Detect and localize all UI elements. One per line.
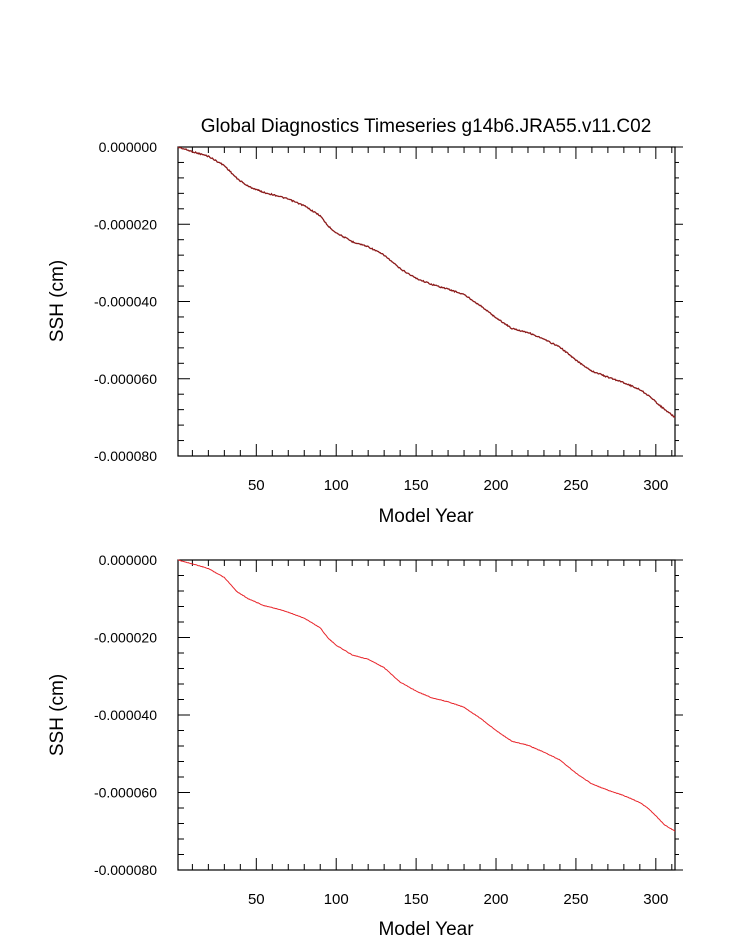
top-y-axis-label: SSH (cm) bbox=[47, 260, 68, 342]
top-x-tick-labels: 50 100 150 200 250 300 bbox=[248, 477, 668, 494]
top-chart-title: Global Diagnostics Timeseries g14b6.JRA5… bbox=[201, 116, 652, 137]
y-tick-label: -0.000060 bbox=[94, 371, 157, 387]
top-ssh-series-line bbox=[177, 146, 676, 418]
top-y-tick-labels: 0.000000 -0.000020 -0.000040 -0.000060 -… bbox=[94, 139, 157, 464]
bottom-y-tick-labels: 0.000000 -0.000020 -0.000040 -0.000060 -… bbox=[94, 552, 157, 878]
y-tick-label: -0.000060 bbox=[94, 785, 157, 801]
y-tick-label: 0.000000 bbox=[99, 552, 158, 568]
y-tick-label: -0.000020 bbox=[94, 216, 157, 232]
x-tick-label: 150 bbox=[404, 477, 429, 494]
y-tick-label: 0.000000 bbox=[99, 139, 158, 155]
x-tick-label: 200 bbox=[484, 891, 509, 908]
x-tick-label: 150 bbox=[404, 891, 429, 908]
bottom-plot-frame bbox=[177, 559, 676, 871]
y-tick-label: -0.000040 bbox=[94, 707, 157, 723]
x-tick-label: 100 bbox=[324, 477, 349, 494]
x-tick-label: 200 bbox=[484, 477, 509, 494]
bottom-axis-ticks bbox=[178, 559, 683, 871]
y-tick-label: -0.000040 bbox=[94, 294, 157, 310]
x-tick-label: 100 bbox=[324, 891, 349, 908]
y-tick-label: -0.000080 bbox=[94, 448, 157, 464]
bottom-ssh-series-line bbox=[178, 559, 676, 832]
x-tick-label: 50 bbox=[248, 891, 265, 908]
bottom-x-axis-label: Model Year bbox=[378, 919, 474, 940]
top-chart-panel: Global Diagnostics Timeseries g14b6.JRA5… bbox=[47, 116, 683, 527]
bottom-chart-panel: 0.000000 -0.000020 -0.000040 -0.000060 -… bbox=[47, 552, 683, 940]
top-x-axis-label: Model Year bbox=[378, 506, 474, 527]
y-tick-label: -0.000020 bbox=[94, 630, 157, 646]
x-tick-label: 250 bbox=[563, 891, 588, 908]
x-tick-label: 250 bbox=[563, 477, 588, 494]
top-plot-frame bbox=[177, 146, 676, 457]
bottom-x-tick-labels: 50 100 150 200 250 300 bbox=[248, 891, 668, 908]
top-axis-ticks bbox=[178, 146, 683, 457]
x-tick-label: 300 bbox=[643, 891, 668, 908]
bottom-y-axis-label: SSH (cm) bbox=[47, 674, 68, 756]
x-tick-label: 50 bbox=[248, 477, 265, 494]
y-tick-label: -0.000080 bbox=[94, 862, 157, 878]
x-tick-label: 300 bbox=[643, 477, 668, 494]
